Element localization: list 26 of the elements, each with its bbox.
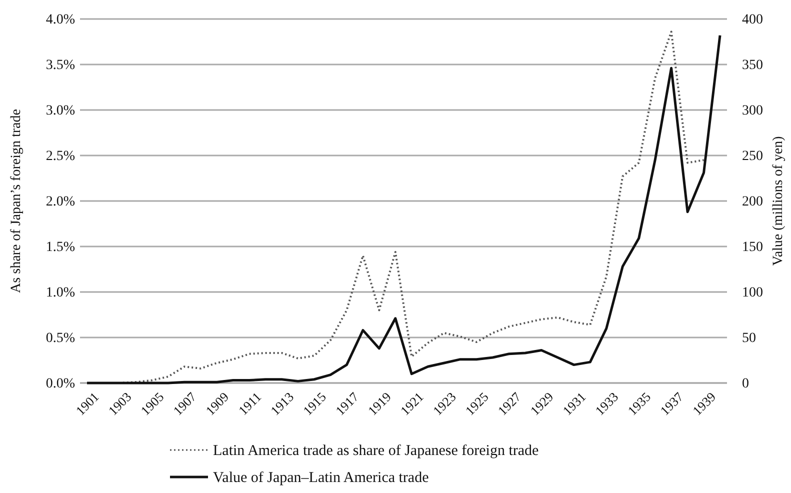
y-tick-label: 3.5% [46,58,76,73]
y2-axis-title: Value (millions of yen) [771,136,786,266]
y2-tick-label: 350 [742,58,763,73]
y2-tick-label: 300 [742,103,763,118]
y2-tick-label: 200 [742,194,763,210]
y-tick-label: 2.5% [46,148,76,164]
x-tick-label: 1901 [72,389,102,418]
y2-tick-label: 100 [742,285,763,300]
y2-tick-label: 0 [742,376,749,392]
y-tick-label: 1.5% [46,240,76,255]
x-tick-label: 1921 [397,389,426,418]
y-tick-label: 0.0% [46,376,76,392]
x-tick-label: 1911 [235,389,264,418]
legend-label: Value of Japan–Latin America trade [213,470,430,486]
y-axis-title: As share of Japan’s foreign trade [9,109,24,293]
y-tick-label: 3.0% [46,103,76,118]
x-tick-label: 1931 [560,389,589,418]
y-tick-label: 2.0% [46,194,76,210]
y2-tick-label: 400 [742,12,763,28]
y-tick-label: 1.0% [46,285,76,300]
legend-label: Latin America trade as share of Japanese foreign trade [213,443,540,459]
y2-tick-label: 50 [742,330,756,346]
y-tick-label: 4.0% [46,12,76,28]
y2-tick-label: 150 [742,240,763,255]
y-tick-label: 0.5% [46,330,76,346]
y2-tick-label: 250 [742,148,763,164]
